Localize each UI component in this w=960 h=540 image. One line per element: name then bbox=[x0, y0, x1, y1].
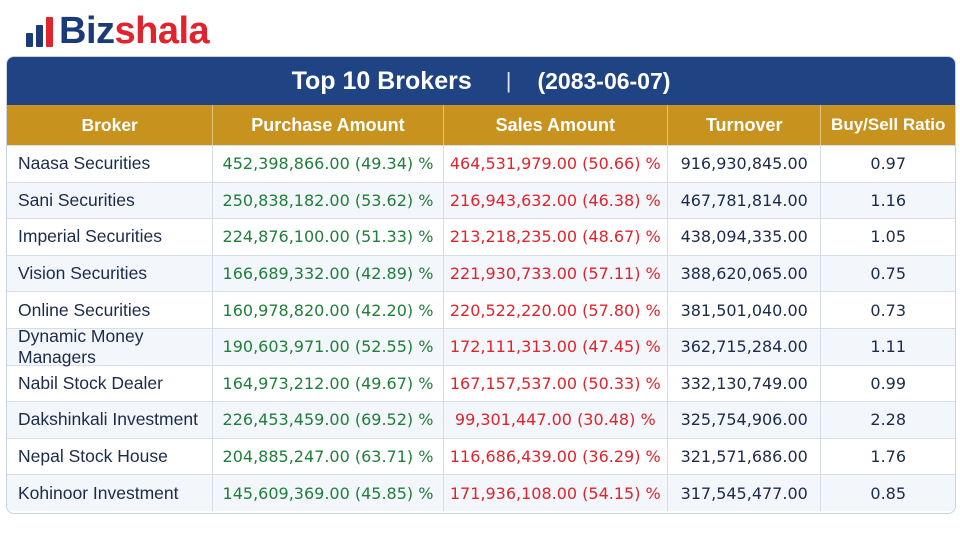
table-header-row: Broker Purchase Amount Sales Amount Turn… bbox=[7, 105, 955, 145]
sales-amount: 116,686,439.00 (36.29) % bbox=[444, 438, 668, 475]
table-row: Naasa Securities 452,398,866.00 (49.34) … bbox=[7, 145, 955, 182]
brand-name-part2: shala bbox=[114, 10, 210, 52]
sales-amount: 99,301,447.00 (30.48) % bbox=[444, 402, 668, 438]
buy-sell-ratio: 0.99 bbox=[870, 373, 907, 393]
table-row: Dynamic Money Managers 190,603,971.00 (5… bbox=[7, 326, 955, 367]
purchase-amount: 204,885,247.00 (63.71) % bbox=[213, 438, 444, 475]
column-header-broker: Broker bbox=[7, 105, 214, 145]
column-header-ratio: Buy/Sell Ratio bbox=[831, 115, 946, 134]
title-separator: | bbox=[505, 68, 512, 93]
turnover: 438,094,335.00 bbox=[668, 219, 822, 255]
buy-sell-ratio: 0.85 bbox=[870, 483, 907, 503]
purchase-amount: 145,609,369.00 (45.85) % bbox=[213, 475, 444, 511]
column-header-sales: Sales Amount bbox=[444, 105, 668, 145]
table-row: Dakshinkali Investment 226,453,459.00 (6… bbox=[7, 401, 955, 438]
buy-sell-ratio: 1.76 bbox=[870, 447, 907, 467]
turnover: 467,781,814.00 bbox=[668, 182, 822, 219]
turnover: 916,930,845.00 bbox=[668, 146, 822, 182]
brand-name-part1: Biz bbox=[59, 10, 115, 52]
purchase-amount: 190,603,971.00 (52.55) % bbox=[213, 328, 444, 365]
sales-amount: 172,111,313.00 (47.45) % bbox=[444, 328, 668, 365]
broker-name: Dynamic Money Managers bbox=[7, 326, 214, 367]
broker-name: Nepal Stock House bbox=[7, 438, 214, 475]
buy-sell-ratio: 1.05 bbox=[870, 227, 907, 247]
column-header-turnover: Turnover bbox=[668, 105, 822, 145]
column-header-purchase: Purchase Amount bbox=[213, 105, 444, 145]
table-row: Vision Securities 166,689,332.00 (42.89)… bbox=[7, 254, 955, 292]
turnover: 381,501,040.00 bbox=[668, 292, 822, 328]
broker-name: Sani Securities bbox=[7, 182, 214, 219]
table-row: Nepal Stock House 204,885,247.00 (63.71)… bbox=[7, 437, 955, 475]
sales-amount: 216,943,632.00 (46.38) % bbox=[444, 182, 668, 219]
turnover: 332,130,749.00 bbox=[668, 365, 822, 402]
table-row: Nabil Stock Dealer 164,973,212.00 (49.67… bbox=[7, 364, 955, 402]
purchase-amount: 160,978,820.00 (42.20) % bbox=[213, 292, 444, 328]
broker-name: Imperial Securities bbox=[7, 219, 214, 255]
table-title: Top 10 Brokers bbox=[291, 66, 472, 95]
table-body: Naasa Securities 452,398,866.00 (49.34) … bbox=[7, 145, 955, 511]
buy-sell-ratio: 2.28 bbox=[870, 410, 907, 430]
bar-chart-logo-icon bbox=[26, 15, 53, 47]
sales-amount: 167,157,537.00 (50.33) % bbox=[444, 365, 668, 402]
purchase-amount: 250,838,182.00 (53.62) % bbox=[213, 182, 444, 219]
turnover: 317,545,477.00 bbox=[668, 475, 822, 511]
broker-name: Nabil Stock Dealer bbox=[7, 365, 214, 402]
table-date: (2083-06-07) bbox=[537, 67, 671, 94]
buy-sell-ratio: 1.16 bbox=[870, 190, 907, 210]
broker-name: Vision Securities bbox=[7, 255, 214, 292]
broker-name: Naasa Securities bbox=[7, 146, 214, 182]
turnover: 388,620,065.00 bbox=[668, 255, 822, 292]
table-title-bar: Top 10 Brokers | (2083-06-07) bbox=[7, 57, 955, 105]
sales-amount: 221,930,733.00 (57.11) % bbox=[444, 255, 668, 292]
buy-sell-ratio: 0.73 bbox=[870, 300, 907, 320]
brand-logo: Bizshala bbox=[26, 8, 210, 54]
table-row: Online Securities 160,978,820.00 (42.20)… bbox=[7, 291, 955, 328]
broker-name: Dakshinkali Investment bbox=[7, 402, 214, 438]
purchase-amount: 224,876,100.00 (51.33) % bbox=[213, 219, 444, 255]
broker-name: Online Securities bbox=[7, 292, 214, 328]
table-row: Kohinoor Investment 145,609,369.00 (45.8… bbox=[7, 474, 955, 511]
sales-amount: 464,531,979.00 (50.66) % bbox=[444, 146, 668, 182]
brokers-table-card: Top 10 Brokers | (2083-06-07) Broker Pur… bbox=[6, 56, 956, 514]
sales-amount: 213,218,235.00 (48.67) % bbox=[444, 219, 668, 255]
brand-name: Bizshala bbox=[59, 10, 210, 52]
sales-amount: 171,936,108.00 (54.15) % bbox=[444, 475, 668, 511]
table-row: Sani Securities 250,838,182.00 (53.62) %… bbox=[7, 181, 955, 219]
turnover: 325,754,906.00 bbox=[668, 402, 822, 438]
buy-sell-ratio: 0.75 bbox=[870, 264, 907, 284]
purchase-amount: 164,973,212.00 (49.67) % bbox=[213, 365, 444, 402]
purchase-amount: 226,453,459.00 (69.52) % bbox=[213, 402, 444, 438]
turnover: 362,715,284.00 bbox=[668, 328, 822, 365]
purchase-amount: 452,398,866.00 (49.34) % bbox=[213, 146, 444, 182]
broker-name: Kohinoor Investment bbox=[7, 475, 214, 511]
buy-sell-ratio: 0.97 bbox=[870, 154, 907, 174]
turnover: 321,571,686.00 bbox=[668, 438, 822, 475]
purchase-amount: 166,689,332.00 (42.89) % bbox=[213, 255, 444, 292]
table-row: Imperial Securities 224,876,100.00 (51.3… bbox=[7, 218, 955, 255]
sales-amount: 220,522,220.00 (57.80) % bbox=[444, 292, 668, 328]
buy-sell-ratio: 1.11 bbox=[870, 337, 907, 357]
